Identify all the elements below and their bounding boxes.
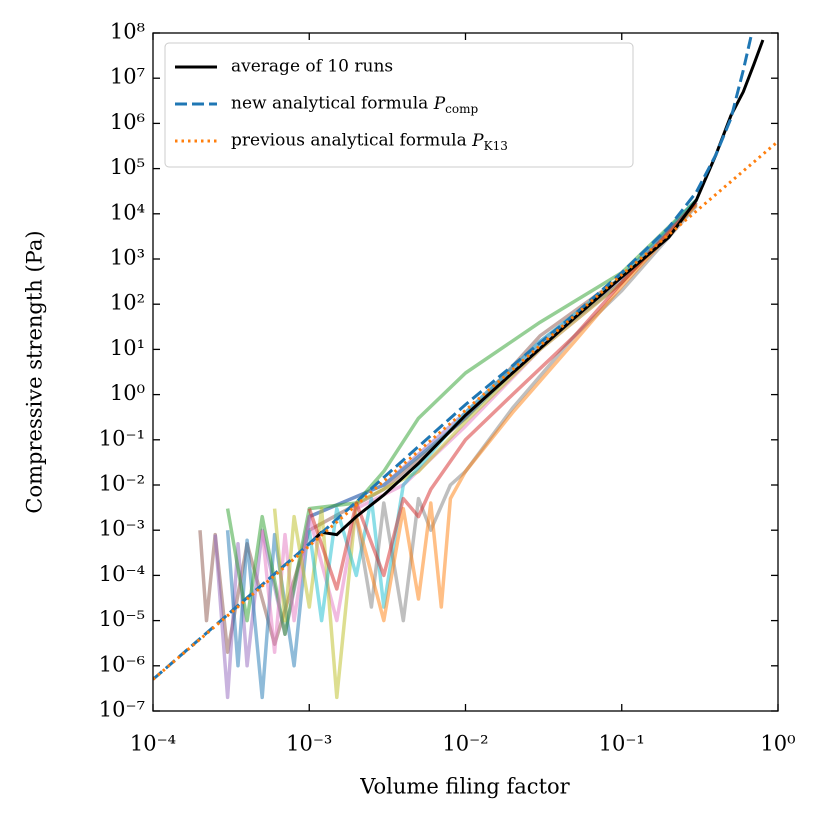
y-tick-label: 10⁸ — [110, 20, 145, 44]
x-tick-label: 10⁻⁴ — [130, 732, 176, 756]
y-tick-label: 10⁻³ — [99, 517, 145, 541]
x-tick-label: 10⁻³ — [286, 732, 332, 756]
y-tick-label: 10⁻⁵ — [99, 607, 145, 631]
y-tick-label: 10⁻² — [99, 472, 145, 496]
series-line — [354, 203, 698, 623]
series-line — [153, 33, 754, 681]
legend: average of 10 runs new analytical formula… — [164, 42, 634, 168]
y-tick-label: 10⁵ — [110, 155, 145, 179]
y-tick-label: 10³ — [110, 246, 145, 270]
y-tick-label: 10⁴ — [110, 200, 145, 224]
y-tick-label: 10⁻⁷ — [99, 698, 145, 722]
x-tick-label: 10⁻² — [442, 732, 488, 756]
y-tick-label: 10⁻⁶ — [99, 652, 145, 676]
y-tick-label: 10⁶ — [110, 110, 145, 134]
y-tick-label: 10⁰ — [110, 381, 145, 405]
x-tick-label: 10⁻¹ — [599, 732, 645, 756]
series-line — [153, 140, 778, 681]
y-tick-label: 10⁻⁴ — [99, 562, 145, 586]
legend-label: previous analytical formula PK13 — [231, 131, 508, 153]
legend-label: average of 10 runs — [231, 57, 393, 77]
y-tick-label: 10⁻¹ — [99, 426, 145, 450]
y-axis-label: Compressive strength (Pa) — [23, 230, 47, 513]
x-axis-label: Volume filing factor — [359, 775, 570, 799]
series-line — [307, 201, 698, 591]
y-tick-label: 10⁷ — [110, 65, 145, 89]
legend-box — [164, 42, 634, 168]
legend-label: new analytical formula Pcomp — [231, 94, 478, 116]
series-line — [354, 204, 698, 623]
y-tick-label: 10² — [110, 291, 145, 315]
y-tick-label: 10¹ — [110, 336, 145, 360]
series-line — [225, 198, 698, 636]
x-tick-label: 10⁰ — [760, 732, 795, 756]
